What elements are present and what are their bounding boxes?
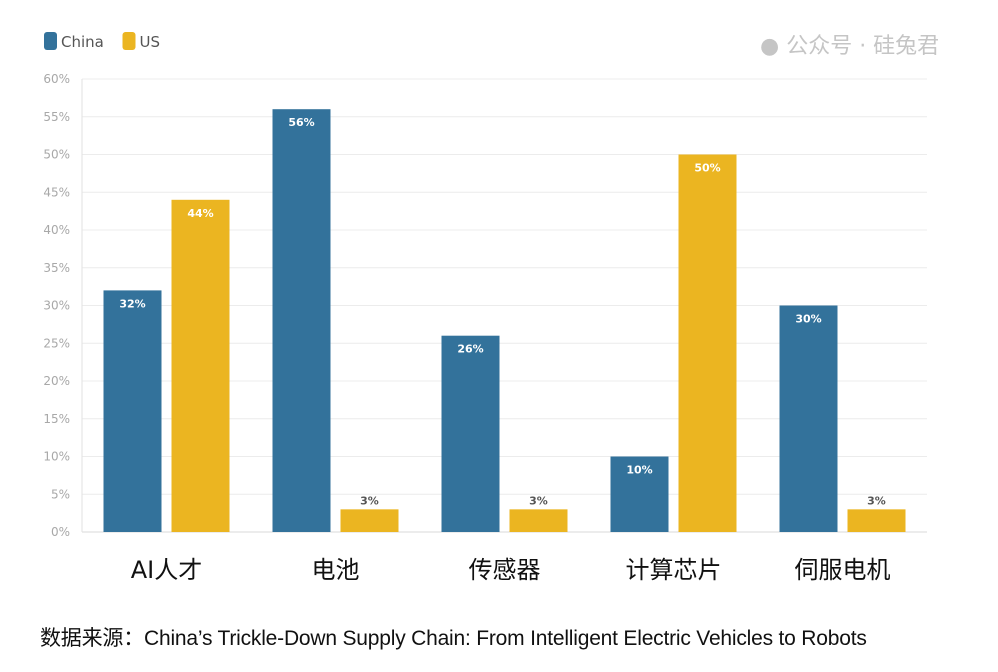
y-tick-label: 20% (43, 374, 70, 388)
data-label: 44% (187, 207, 213, 220)
bar-us (509, 509, 568, 532)
data-label: 30% (795, 313, 821, 326)
bar-china (441, 335, 500, 532)
legend-label-china: China (61, 33, 104, 51)
bar-us (678, 154, 737, 532)
bar-us (171, 199, 230, 533)
bar-china (103, 290, 162, 532)
x-tick-label: 伺服电机 (795, 556, 891, 584)
data-label: 10% (626, 464, 652, 477)
y-tick-label: 50% (43, 148, 70, 162)
bar-us (340, 509, 399, 532)
data-label: 3% (360, 494, 379, 507)
watermark: ● 公众号 · 硅兔君 (760, 34, 940, 59)
data-label: 3% (867, 494, 886, 507)
y-tick-label: 30% (43, 299, 70, 313)
watermark-text: 公众号 · 硅兔君 (786, 34, 940, 59)
y-tick-label: 60% (43, 72, 70, 86)
y-tick-label: 0% (51, 525, 70, 539)
data-label: 50% (694, 162, 720, 175)
bar-china (272, 109, 331, 532)
legend-swatch-china (44, 32, 57, 50)
x-tick-label: 传感器 (469, 556, 541, 584)
y-tick-label: 35% (43, 261, 70, 275)
legend-label-us: US (140, 33, 161, 51)
data-label: 3% (529, 494, 548, 507)
y-tick-label: 15% (43, 412, 70, 426)
bar-china (779, 305, 838, 532)
x-tick-label: 计算芯片 (626, 556, 722, 584)
y-tick-label: 40% (43, 223, 70, 237)
data-label: 56% (288, 116, 314, 129)
data-label: 26% (457, 343, 483, 356)
y-tick-label: 45% (43, 185, 70, 199)
x-tick-label: AI人才 (131, 556, 203, 584)
y-tick-label: 10% (43, 450, 70, 464)
y-tick-label: 25% (43, 336, 70, 350)
source-note: 数据来源：China’s Trickle-Down Supply Chain: … (40, 627, 867, 650)
x-tick-label: 电池 (312, 556, 360, 584)
y-tick-label: 55% (43, 110, 70, 124)
bar-china (610, 456, 669, 532)
bar-us (847, 509, 906, 532)
y-tick-label: 5% (51, 487, 70, 501)
data-label: 32% (119, 297, 145, 310)
legend-swatch-us (122, 32, 136, 50)
